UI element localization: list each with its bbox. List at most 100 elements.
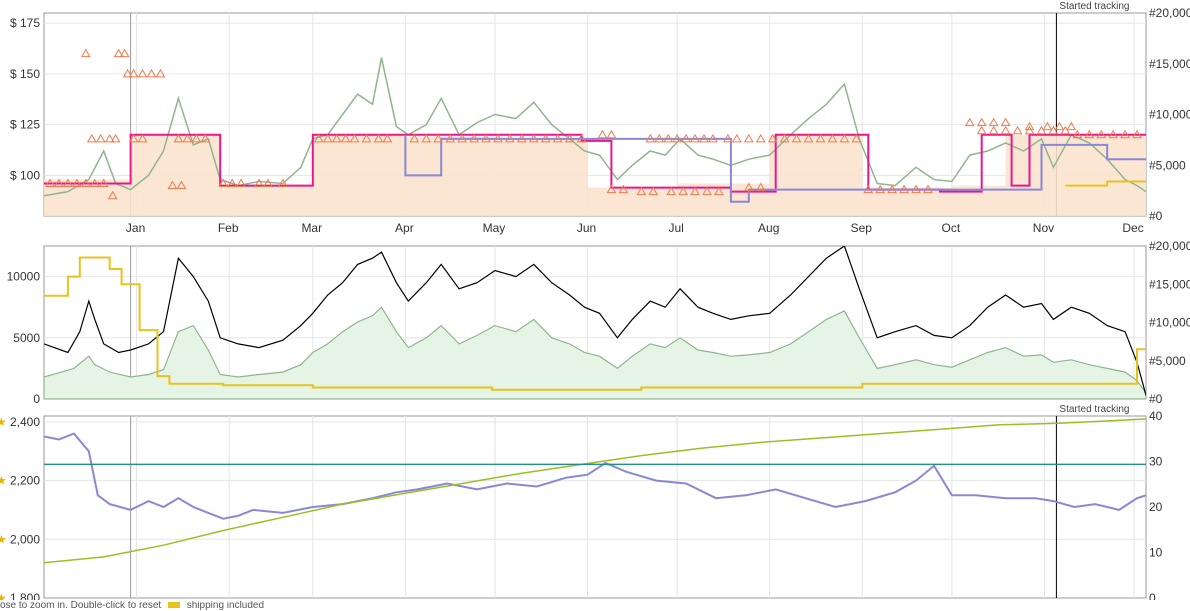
star-icon: ★ [0,474,7,488]
y-left-tick-label: 0 [33,392,40,406]
price-triangle-marker [672,133,682,143]
price-triangle-marker [104,133,115,143]
price-triangle-marker [606,184,617,194]
star-icon: ★ [0,415,7,429]
price-triangle-marker [1054,121,1065,131]
x-tick-label: Aug [758,221,779,235]
y-right-tick-label: 40 [1149,409,1163,423]
price-triangle-marker [815,133,826,143]
y-right-tick-label: #20,000 [1149,6,1190,20]
price-triangle-marker [340,133,351,143]
price-triangle-marker [1024,125,1035,135]
y-left-tick-label: 5000 [13,331,40,345]
price-triangle-marker [1024,121,1035,131]
price-triangle-marker [851,133,862,143]
price-triangle-marker [779,133,790,143]
price-triangle-marker [80,178,91,188]
price-triangle-marker [481,133,491,143]
x-tick-label: Dec [1122,221,1143,235]
price-triangle-marker [708,133,718,143]
price-triangle-marker [137,133,148,143]
price-series-5-line [1065,180,1146,187]
price-triangle-marker [516,133,527,143]
price-triangle-marker [618,184,629,194]
shipping-legend-swatch [167,602,180,609]
price-triangle-marker [95,133,106,143]
price-triangle-marker [322,133,333,143]
price-triangle-marker [645,133,656,143]
price-triangle-marker [597,129,608,139]
price-triangle-marker [714,186,724,196]
price-triangle-marker [1000,125,1011,135]
price-triangle-marker [743,133,754,143]
price-triangle-marker [899,184,909,194]
rating-series-group [44,418,1146,564]
y-right-tick-label: #10,000 [1149,316,1190,330]
price-triangle-marker [1066,121,1077,131]
price-triangle-marker [755,182,766,192]
y-right-tick-label: #5,000 [1149,354,1186,368]
price-triangle-marker [382,133,393,143]
price-triangle-marker [1084,129,1095,139]
x-tick-label: Apr [395,221,414,235]
price-triangle-marker [457,133,467,143]
x-tick-label: Mar [301,221,322,235]
price-triangle-marker [723,133,733,143]
y-right-tick-label: 30 [1149,455,1163,469]
rank-series-0-area [44,306,1146,399]
rating-panel[interactable]: 2,400★2,200★2,000★1,800★403020100Started… [0,404,1163,600]
rank-panel[interactable]: 10000 5000 0 #20,000 #15,000 #10,000 #5,000 #0 [7,239,1190,406]
price-triangle-marker [110,133,121,143]
price-triangle-marker [63,178,73,188]
price-triangle-marker [755,133,766,143]
y-right-tick-label: #5,000 [1149,158,1186,172]
price-triangle-marker [1042,121,1053,131]
price-triangle-marker [200,133,211,143]
price-triangle-marker [45,178,55,188]
price-triangle-marker [803,133,814,143]
started-tracking-label: Started tracking [1059,1,1129,12]
started-tracking-label: Started tracking [1059,404,1129,415]
price-triangle-marker [702,186,712,196]
price-triangle-marker [923,184,933,194]
y-right-tick-label: #0 [1149,392,1163,406]
x-tick-label: Jun [577,221,596,235]
price-triangle-marker [678,186,688,196]
y-left-tick-label: 10000 [7,270,41,284]
price-triangle-marker [743,182,754,192]
price-triangle-marker [54,178,64,188]
price-triangle-marker [1048,125,1059,135]
x-tick-label: Oct [942,221,961,235]
x-tick-label: Feb [218,221,239,235]
price-triangle-marker [791,133,802,143]
price-triangle-marker [699,133,709,143]
price-triangle-marker [89,178,100,188]
price-triangle-marker [113,48,124,58]
price-series-3-line [404,134,1146,203]
price-panel[interactable]: Jan Feb Mar Apr May Jun Jul Aug Sep Oct Nov Dec $ 17… [10,1,1190,235]
price-series-0-area [44,134,1146,216]
star-icon: ★ [0,532,7,546]
price-triangle-marker [263,178,273,188]
rating-series-1-line [44,418,1146,564]
y-left-tick-label: 2,000 [10,532,40,546]
price-triangle-marker [505,133,515,143]
price-triangle-marker [648,186,659,196]
price-triangle-marker [636,186,647,196]
price-triangle-marker [654,133,665,143]
y-left-tick-label: 2,200 [10,474,40,488]
price-triangle-marker [254,178,264,188]
price-triangle-marker [173,133,184,143]
price-triangle-marker [988,125,999,135]
y-right-tick-label: 0 [1149,591,1156,600]
rating-series-0-line [44,432,1146,520]
y-left-tick-label: $ 150 [10,67,40,81]
price-triangle-marker [445,133,456,143]
star-icon: ★ [0,591,7,600]
price-triangle-marker [1036,125,1047,135]
price-triangle-marker [86,133,97,143]
price-triangle-marker [373,133,384,143]
price-triangle-marker [167,180,178,190]
y-right-tick-label: #15,000 [1149,57,1190,71]
